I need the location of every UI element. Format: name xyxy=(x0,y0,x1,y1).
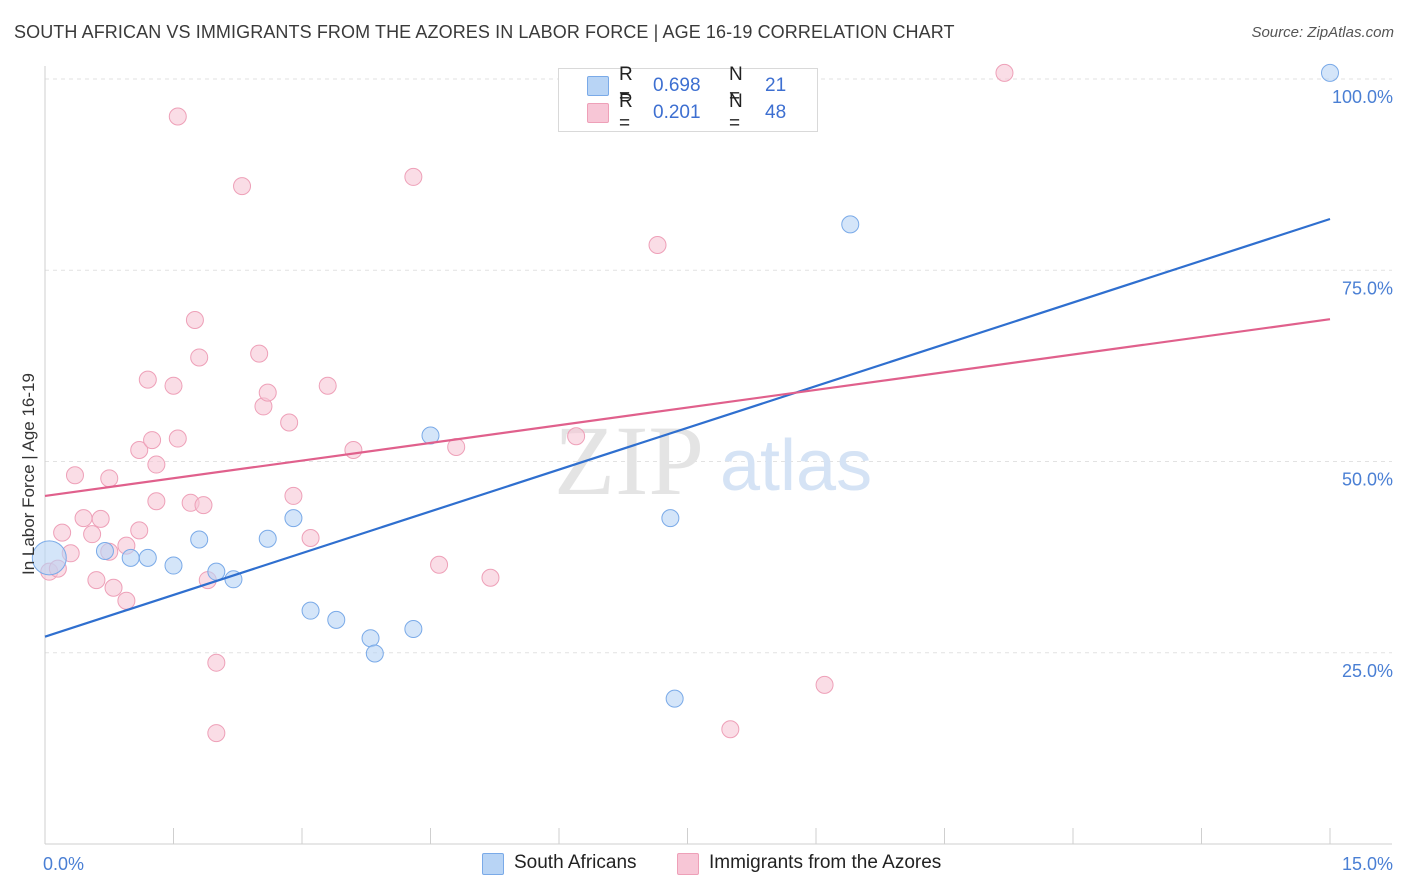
r-value: 0.698 xyxy=(653,75,701,96)
data-point xyxy=(65,466,84,485)
legend-label: Immigrants from the Azores xyxy=(709,852,942,873)
data-point xyxy=(31,540,67,576)
watermark-zip: ZIP xyxy=(554,405,704,516)
data-point xyxy=(53,523,72,542)
data-point xyxy=(481,568,500,587)
data-point xyxy=(130,521,149,540)
legend-swatch-blue xyxy=(482,853,504,875)
data-point xyxy=(661,509,680,528)
data-point xyxy=(138,370,157,389)
x-tick-label: 15.0% xyxy=(1342,854,1393,874)
data-point xyxy=(207,653,226,672)
stats-legend: R = 0.698 N = 21 R = 0.201 N = 48 xyxy=(558,64,818,134)
series-azores-points xyxy=(40,63,1014,743)
data-point xyxy=(721,720,740,739)
data-point xyxy=(168,429,187,448)
tick-labels: 25.0% 50.0% 75.0% 100.0% 0.0% 15.0% xyxy=(43,87,1393,874)
y-tick-label: 75.0% xyxy=(1342,278,1393,298)
data-point xyxy=(117,591,136,610)
data-point xyxy=(284,509,303,528)
data-point xyxy=(1321,63,1339,82)
data-point xyxy=(318,376,337,395)
n-label: N = xyxy=(729,91,743,134)
legend-swatch-pink xyxy=(587,103,609,123)
data-point xyxy=(194,496,213,515)
trend-lines xyxy=(44,217,1331,638)
data-point xyxy=(280,413,299,432)
r-label: R = xyxy=(619,91,633,134)
trend-line-south-africans xyxy=(44,217,1331,638)
trend-line-azores xyxy=(44,318,1331,498)
legend-swatch-pink xyxy=(677,853,699,875)
data-point xyxy=(365,644,384,663)
y-axis-label: In Labor Force | Age 16-19 xyxy=(19,373,38,575)
data-point xyxy=(301,601,320,620)
y-tick-label: 25.0% xyxy=(1342,661,1393,681)
data-point xyxy=(233,177,252,196)
y-tick-label: 50.0% xyxy=(1342,470,1393,490)
data-point xyxy=(121,548,140,567)
data-point xyxy=(95,542,114,561)
data-point xyxy=(841,215,860,234)
data-point xyxy=(91,509,110,528)
data-point xyxy=(104,578,123,597)
data-point xyxy=(207,562,226,581)
source-label: Source: ZipAtlas.com xyxy=(1251,24,1394,41)
n-value: 21 xyxy=(765,75,787,96)
r-value: 0.201 xyxy=(653,102,701,123)
n-value: 48 xyxy=(765,102,787,123)
data-point xyxy=(815,675,834,694)
data-point xyxy=(430,555,449,574)
y-tick-label: 100.0% xyxy=(1332,87,1393,107)
data-point xyxy=(301,529,320,547)
data-point xyxy=(361,629,380,648)
series-south-africans-points xyxy=(31,63,1339,708)
data-point xyxy=(665,689,684,708)
data-point xyxy=(344,441,363,460)
data-point xyxy=(130,441,149,460)
data-point xyxy=(100,469,119,488)
data-point xyxy=(83,525,102,544)
watermark-atlas: atlas xyxy=(720,426,872,506)
data-point xyxy=(147,455,166,474)
data-point xyxy=(327,610,346,629)
data-point xyxy=(258,383,277,402)
n-label: N = xyxy=(729,64,743,107)
data-point xyxy=(404,167,423,186)
data-point xyxy=(284,486,303,505)
grid-lines xyxy=(45,78,1392,654)
legend-swatch-blue xyxy=(587,76,609,96)
data-point xyxy=(250,344,269,363)
data-point xyxy=(190,530,209,549)
data-point xyxy=(87,571,106,590)
data-point xyxy=(258,529,277,548)
chart-title: SOUTH AFRICAN VS IMMIGRANTS FROM THE AZO… xyxy=(14,22,955,42)
data-point xyxy=(164,376,183,395)
r-label: R = xyxy=(619,64,633,107)
data-point xyxy=(207,724,226,743)
data-point xyxy=(567,427,586,446)
legend-label: South Africans xyxy=(514,852,637,873)
data-point xyxy=(185,310,204,329)
data-point xyxy=(995,63,1014,82)
data-point xyxy=(138,548,157,567)
data-point xyxy=(190,348,209,367)
data-point xyxy=(404,620,423,639)
axes xyxy=(44,66,1392,845)
x-tick-label: 0.0% xyxy=(43,854,84,874)
data-point xyxy=(74,509,93,528)
data-point xyxy=(143,431,162,450)
data-point xyxy=(164,556,183,575)
data-point xyxy=(168,107,187,126)
data-point xyxy=(648,236,667,255)
data-point xyxy=(147,492,166,511)
